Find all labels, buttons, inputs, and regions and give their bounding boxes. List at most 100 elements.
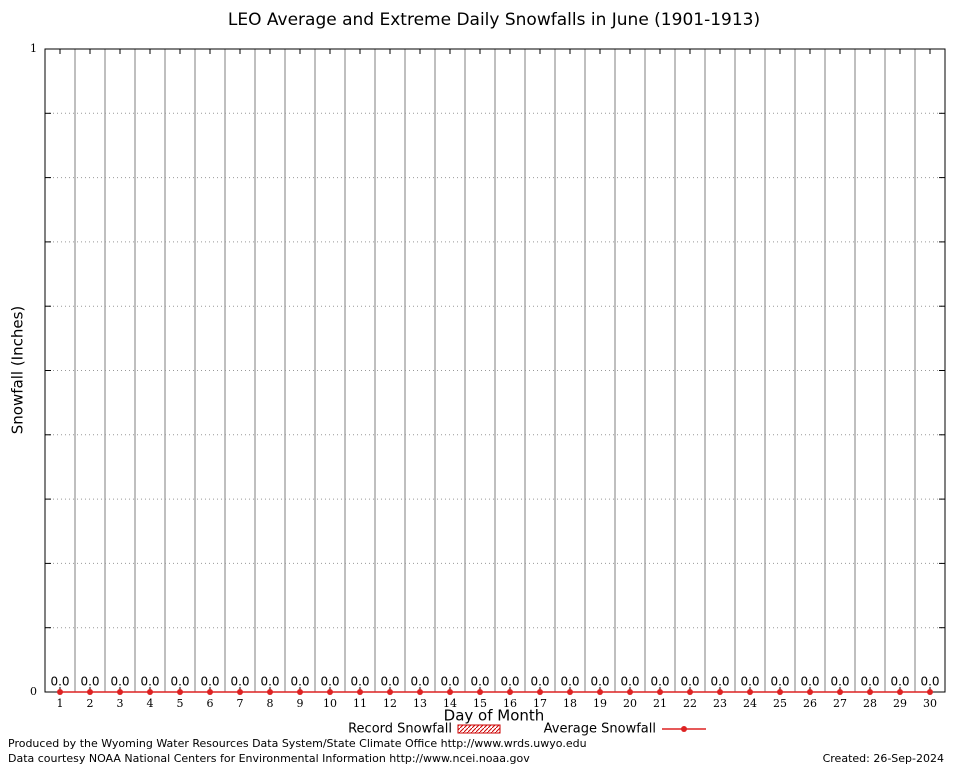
x-tick-label: 7 [237,697,244,710]
average-point [87,689,93,695]
x-tick-label: 21 [653,697,667,710]
value-label: 0.0 [890,675,909,689]
average-point [207,689,213,695]
average-point [537,689,543,695]
chart-title: LEO Average and Extreme Daily Snowfalls … [228,10,760,30]
average-point [507,689,513,695]
footer-date: Created: 26-Sep-2024 [823,752,944,765]
x-tick-label: 23 [713,697,727,710]
value-label: 0.0 [710,675,729,689]
value-label: 0.0 [800,675,819,689]
x-tick-label: 18 [563,697,577,710]
average-point [687,689,693,695]
x-tick-label: 3 [117,697,124,710]
x-tick-label: 12 [383,697,397,710]
value-label: 0.0 [500,675,519,689]
x-axis-label: Day of Month [444,707,545,725]
average-point [147,689,153,695]
value-label: 0.0 [920,675,939,689]
value-label: 0.0 [440,675,459,689]
average-point [267,689,273,695]
x-tick-label: 9 [297,697,304,710]
value-label: 0.0 [860,675,879,689]
x-tick-label: 1 [57,697,64,710]
x-tick-label: 19 [593,697,607,710]
x-tick-label: 14 [443,697,457,710]
x-tick-label: 8 [267,697,274,710]
average-point [807,689,813,695]
average-point [777,689,783,695]
x-tick-label: 13 [413,697,427,710]
value-label: 0.0 [530,675,549,689]
average-point [237,689,243,695]
average-point [717,689,723,695]
average-point [477,689,483,695]
average-point [117,689,123,695]
y-axis-label: Snowfall (Inches) [9,306,27,434]
x-tick-label: 4 [147,697,154,710]
value-label: 0.0 [470,675,489,689]
x-tick-label: 5 [177,697,184,710]
footer-note: Produced by the Wyoming Water Resources … [8,737,587,750]
legend-swatch [681,726,687,732]
average-point [897,689,903,695]
average-point [597,689,603,695]
value-label: 0.0 [260,675,279,689]
legend-label: Record Snowfall [348,722,452,737]
value-label: 0.0 [290,675,309,689]
average-point [657,689,663,695]
value-label: 0.0 [830,675,849,689]
x-tick-label: 25 [773,697,787,710]
value-label: 0.0 [320,675,339,689]
average-point [927,689,933,695]
x-tick-label: 11 [353,697,367,710]
legend-label: Average Snowfall [544,722,656,737]
x-tick-label: 17 [533,697,547,710]
x-tick-label: 30 [923,697,937,710]
average-point [747,689,753,695]
x-tick-label: 24 [743,697,757,710]
value-label: 0.0 [110,675,129,689]
value-label: 0.0 [770,675,789,689]
x-tick-label: 27 [833,697,847,710]
x-tick-label: 15 [473,697,487,710]
x-tick-label: 26 [803,697,817,710]
average-point [57,689,63,695]
value-label: 0.0 [620,675,639,689]
value-label: 0.0 [680,675,699,689]
value-label: 0.0 [140,675,159,689]
average-point [837,689,843,695]
x-tick-label: 29 [893,697,907,710]
value-label: 0.0 [650,675,669,689]
x-tick-label: 20 [623,697,637,710]
value-label: 0.0 [350,675,369,689]
average-point [177,689,183,695]
y-tick-label: 1 [30,42,37,55]
average-point [297,689,303,695]
average-point [387,689,393,695]
value-label: 0.0 [410,675,429,689]
average-point [447,689,453,695]
legend-swatch [457,724,501,734]
footer-note: Data courtesy NOAA National Centers for … [8,752,530,765]
value-label: 0.0 [230,675,249,689]
value-label: 0.0 [50,675,69,689]
y-tick-label: 0 [30,685,37,698]
value-label: 0.0 [740,675,759,689]
average-point [417,689,423,695]
value-label: 0.0 [380,675,399,689]
value-label: 0.0 [170,675,189,689]
x-tick-label: 10 [323,697,337,710]
average-point [327,689,333,695]
average-point [627,689,633,695]
x-tick-label: 28 [863,697,877,710]
value-label: 0.0 [590,675,609,689]
x-tick-label: 2 [87,697,94,710]
x-tick-label: 6 [207,697,214,710]
x-tick-label: 16 [503,697,517,710]
average-point [357,689,363,695]
value-label: 0.0 [80,675,99,689]
average-point [867,689,873,695]
value-label: 0.0 [560,675,579,689]
